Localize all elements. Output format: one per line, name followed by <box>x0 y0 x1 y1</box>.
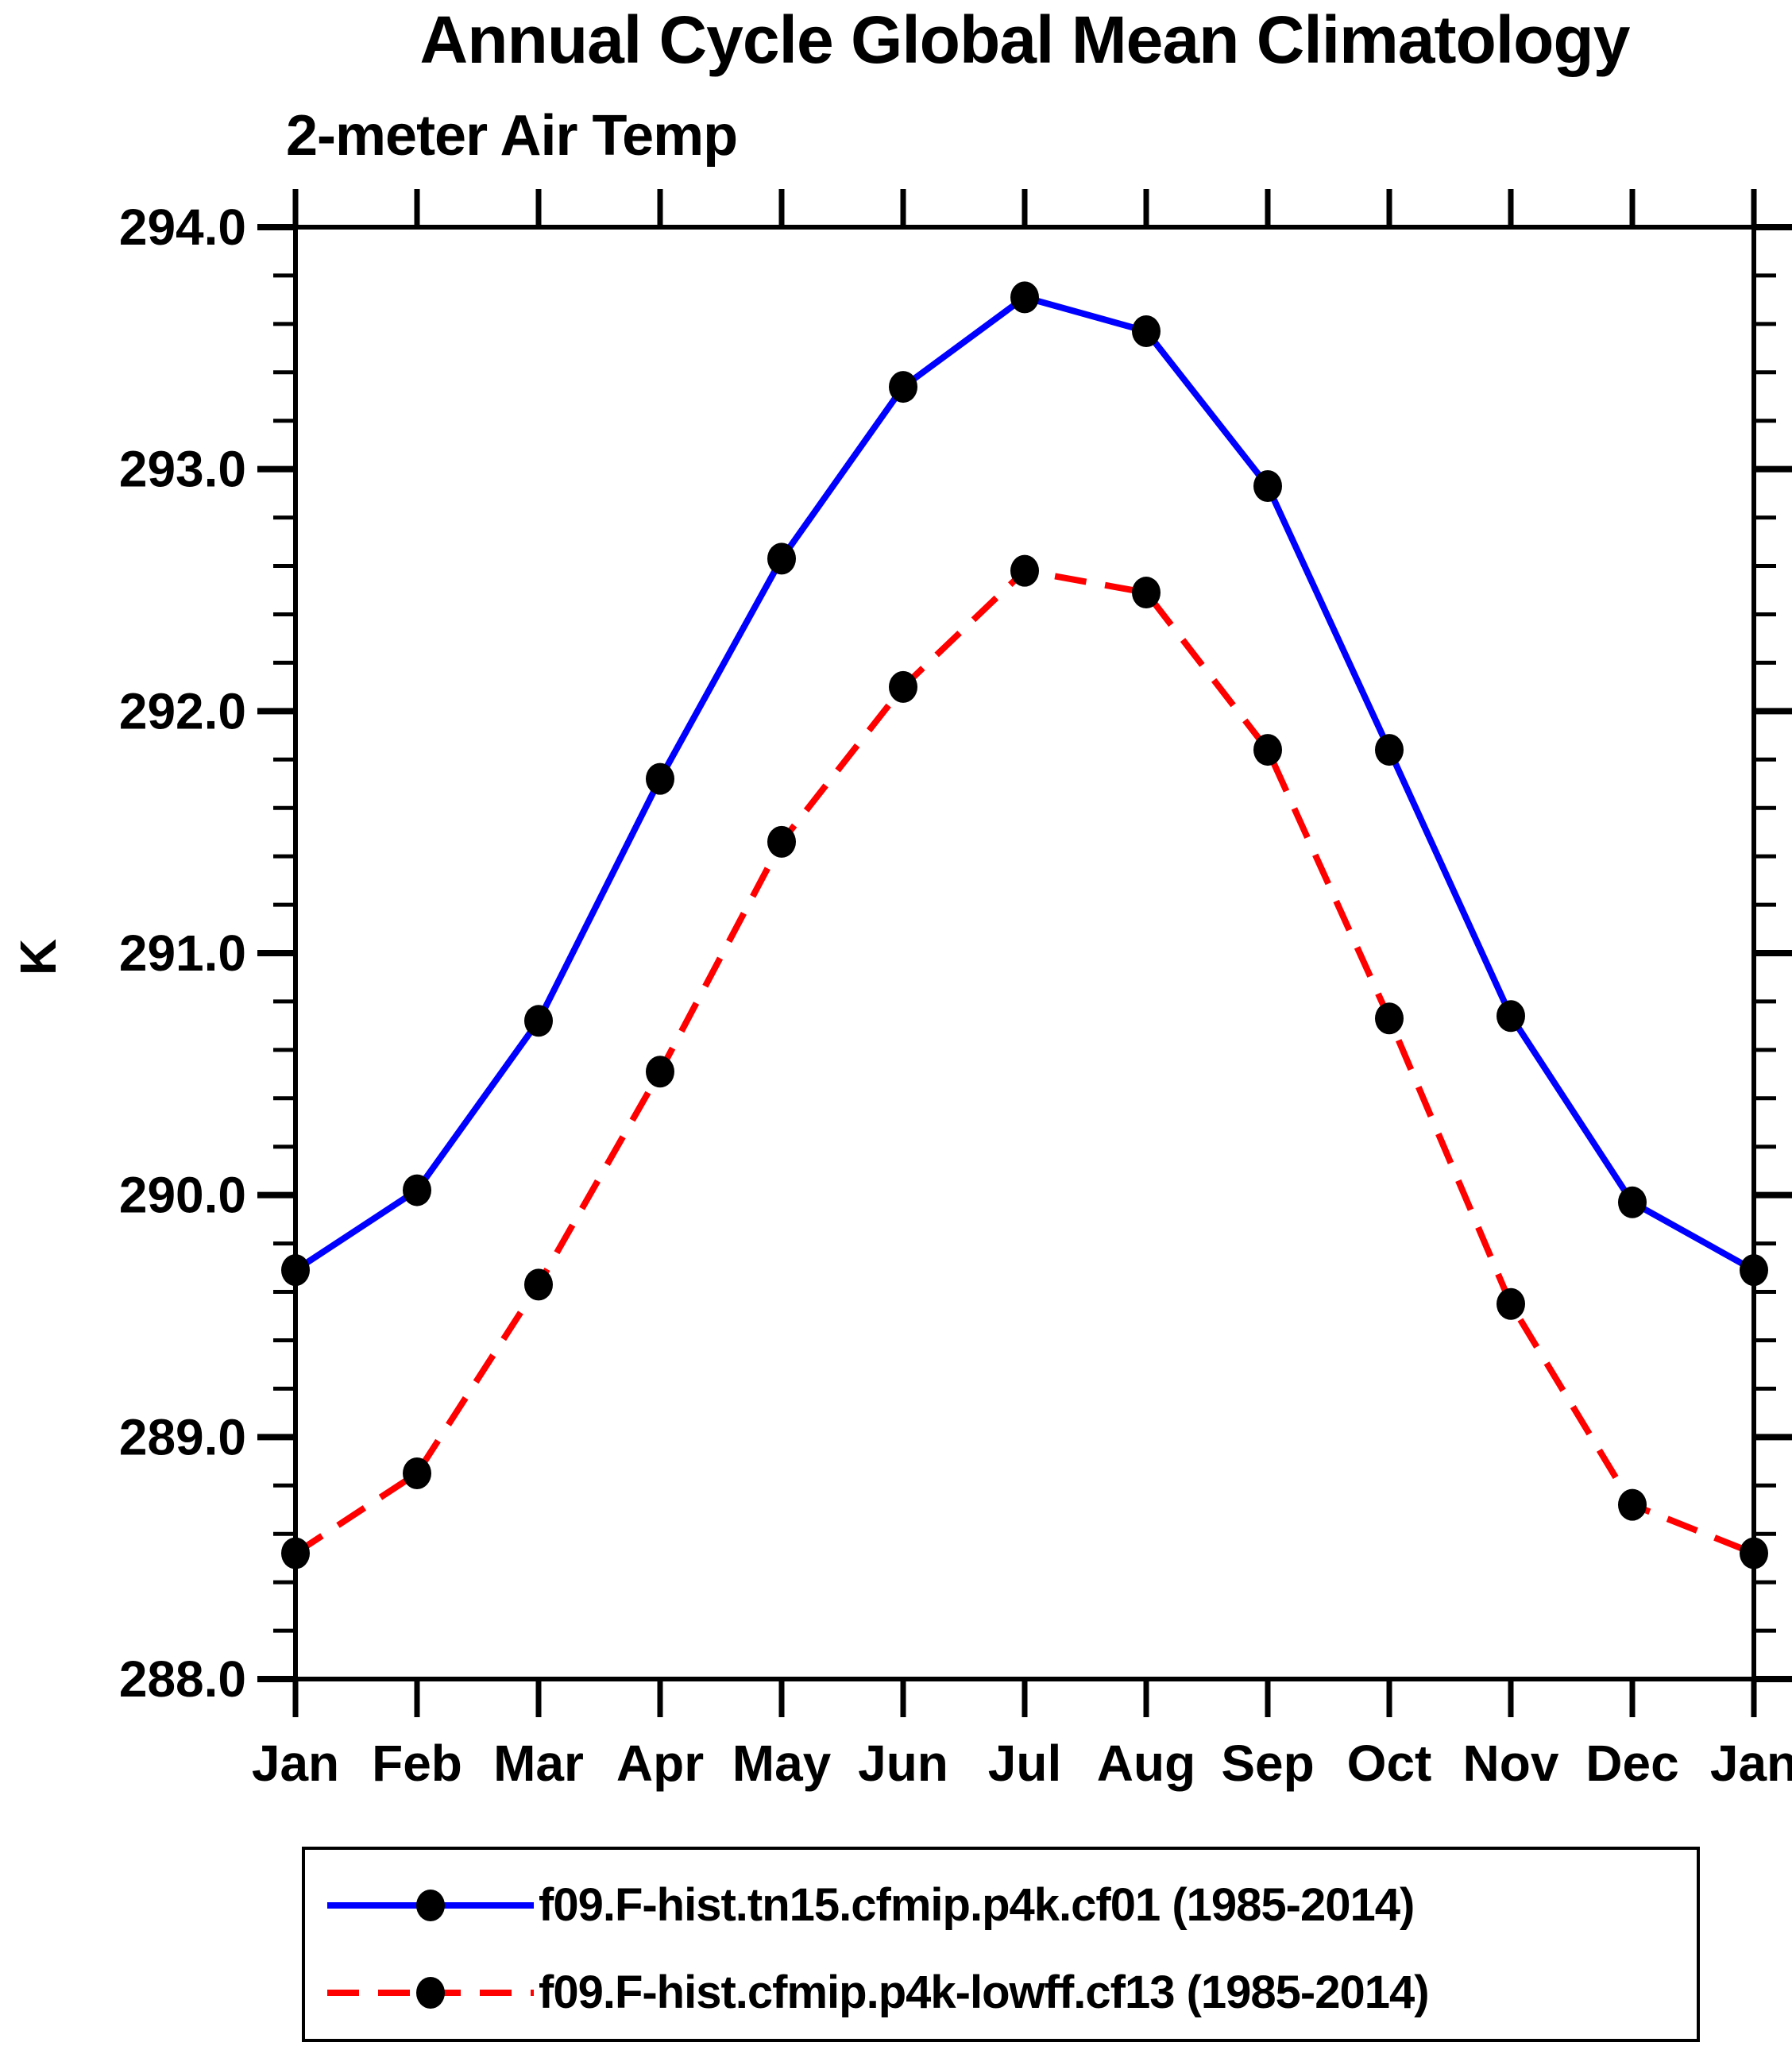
x-tick-label: Jun <box>858 1735 948 1792</box>
data-point-marker <box>1740 1537 1768 1569</box>
y-tick-label: 294.0 <box>119 199 246 256</box>
data-point-marker <box>403 1457 431 1490</box>
x-tick-label: Dec <box>1585 1735 1678 1792</box>
data-point-marker <box>403 1174 431 1206</box>
x-tick-label: Oct <box>1347 1735 1432 1792</box>
x-tick-label: Apr <box>616 1735 704 1792</box>
legend-row: f09.F-hist.tn15.cfmip.p4k.cf01 (1985-201… <box>305 1879 1697 1931</box>
legend-line-sample-solid <box>327 1890 534 1921</box>
legend-label: f09.F-hist.tn15.cfmip.p4k.cf01 (1985-201… <box>539 1879 1415 1931</box>
legend-marker-icon <box>416 1977 445 2009</box>
data-point-marker <box>1253 734 1282 766</box>
x-tick-label: Jan <box>1710 1735 1792 1792</box>
y-tick-label: 290.0 <box>119 1167 246 1224</box>
data-point-marker <box>1375 1002 1404 1035</box>
data-point-marker <box>524 1268 553 1301</box>
data-point-marker <box>1618 1186 1647 1218</box>
data-point-marker <box>1618 1488 1647 1521</box>
legend-row: f09.F-hist.cfmip.p4k-lowff.cf13 (1985-20… <box>305 1967 1697 2018</box>
data-point-marker <box>889 371 917 403</box>
x-tick-label: Sep <box>1221 1735 1314 1792</box>
data-point-marker <box>281 1254 310 1287</box>
chart-title: Annual Cycle Global Mean Climatology <box>419 2 1631 77</box>
y-tick-label: 291.0 <box>119 925 246 982</box>
data-point-marker <box>524 1005 553 1037</box>
x-tick-label: Jul <box>988 1735 1061 1792</box>
data-point-marker <box>1253 469 1282 502</box>
x-tick-label: Nov <box>1463 1735 1559 1792</box>
data-point-marker <box>646 1056 674 1088</box>
x-tick-label: Feb <box>372 1735 462 1792</box>
data-point-marker <box>1010 281 1039 314</box>
x-tick-label: Mar <box>493 1735 584 1792</box>
legend-marker-icon <box>416 1890 445 1921</box>
data-point-marker <box>1132 577 1161 609</box>
data-point-marker <box>646 762 674 795</box>
series-line-1 <box>293 567 1755 1557</box>
data-point-marker <box>767 825 796 858</box>
data-point-marker <box>889 670 917 703</box>
data-point-marker <box>1375 734 1404 766</box>
data-point-marker <box>1497 1000 1525 1033</box>
legend: f09.F-hist.tn15.cfmip.p4k.cf01 (1985-201… <box>302 1847 1700 2042</box>
data-point-marker <box>1497 1287 1525 1320</box>
y-tick-label: 288.0 <box>119 1650 246 1708</box>
data-point-marker <box>1740 1254 1768 1287</box>
y-tick-label: 293.0 <box>119 441 246 498</box>
x-tick-label: Jan <box>252 1735 339 1792</box>
x-tick-label: May <box>732 1735 832 1792</box>
plot-frame <box>293 225 1756 1681</box>
y-tick-label: 289.0 <box>119 1408 246 1465</box>
legend-label: f09.F-hist.cfmip.p4k-lowff.cf13 (1985-20… <box>539 1967 1430 2018</box>
data-point-marker <box>1010 554 1039 587</box>
data-point-marker <box>281 1537 310 1569</box>
data-point-marker <box>767 542 796 575</box>
chart-subtitle: 2-meter Air Temp <box>286 104 738 168</box>
x-tick-label: Aug <box>1097 1735 1195 1792</box>
legend-line-sample-dashed <box>327 1977 534 2009</box>
data-point-marker <box>1132 315 1161 348</box>
y-tick-label: 292.0 <box>119 682 246 739</box>
series-line-0 <box>293 293 1755 1273</box>
